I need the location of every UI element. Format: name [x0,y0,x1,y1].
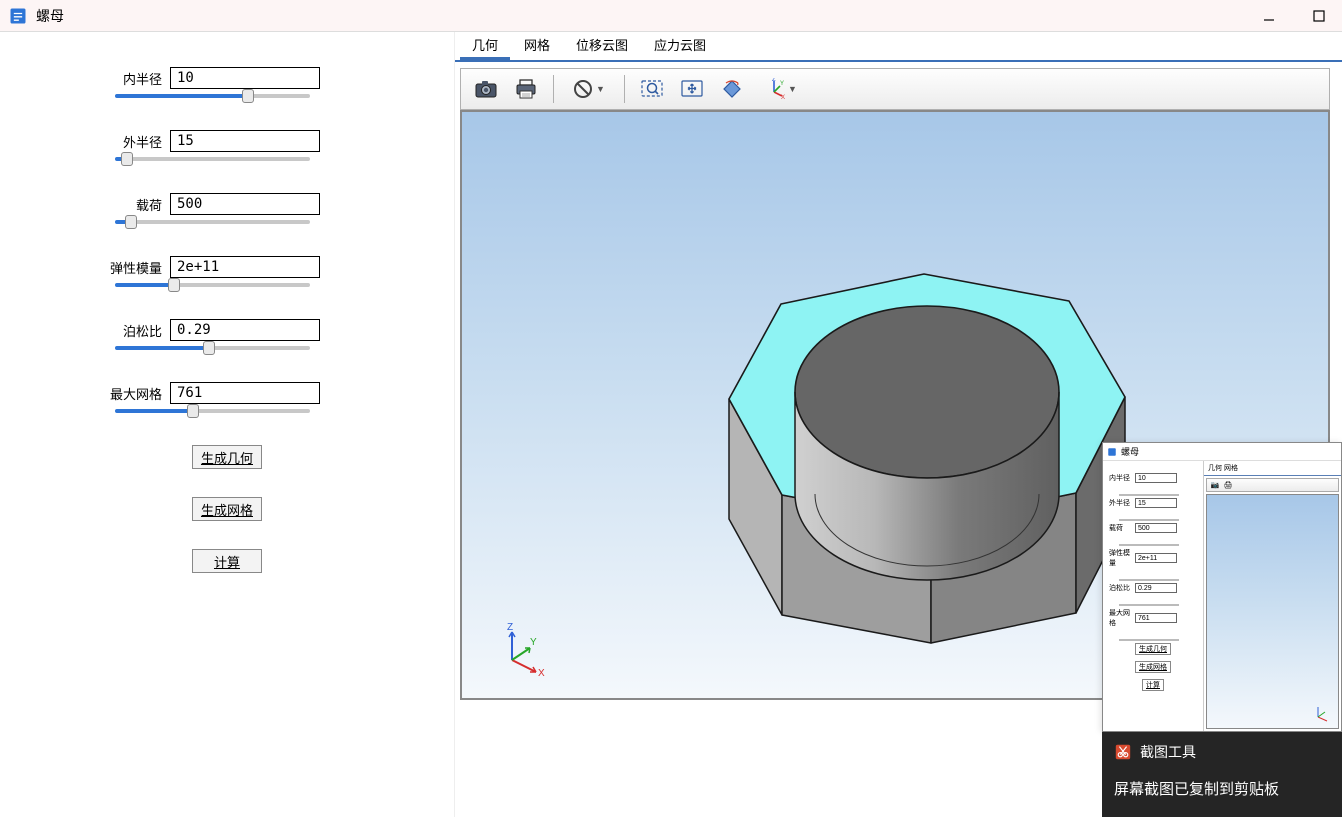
preview-param-label: 载荷 [1109,523,1135,533]
app-icon [8,6,28,26]
tab-2[interactable]: 位移云图 [564,31,640,60]
printer-icon[interactable] [509,74,543,104]
param-input-1[interactable] [170,130,320,152]
slider-thumb[interactable] [121,152,133,166]
preview-tabs: 几何 网格 [1204,461,1341,476]
dropdown-arrow-icon: ▼ [788,84,797,94]
param-input-2[interactable] [170,193,320,215]
view-tabs: 几何网格位移云图应力云图 [455,36,1342,62]
toast-body: 屏幕截图已复制到剪贴板 [1114,778,1330,799]
preview-window: 螺母 内半径外半径载荷弹性模量泊松比最大网格 生成几何 生成网格 计算 几何 网… [1102,442,1342,732]
compute-button[interactable]: 计算 [192,549,262,573]
viewport-toolbar: ▼ Z X Y ▼ [460,68,1330,110]
slider-thumb[interactable] [125,215,137,229]
slider-thumb[interactable] [242,89,254,103]
param-row: 载荷 [110,193,344,224]
param-slider[interactable] [115,346,310,350]
preview-title: 螺母 [1121,445,1139,458]
param-input-4[interactable] [170,319,320,341]
notification-toast: 截图工具 屏幕截图已复制到剪贴板 [1102,732,1342,817]
axis-y-label: Y [530,637,537,648]
param-input-0[interactable] [170,67,320,89]
param-label: 外半径 [110,132,162,151]
preview-titlebar: 螺母 [1103,443,1341,461]
param-slider[interactable] [115,94,310,98]
generate-geometry-button[interactable]: 生成几何 [192,445,262,469]
param-label: 载荷 [110,195,162,214]
preview-param-label: 最大网格 [1109,608,1135,628]
tab-0[interactable]: 几何 [460,31,510,60]
preview-viewport [1206,494,1339,729]
printer-icon: 🖨 [1223,480,1233,490]
axis-tripod-icon: Z X Y [492,620,552,680]
preview-param-label: 内半径 [1109,473,1135,483]
tab-3[interactable]: 应力云图 [642,31,718,60]
svg-text:Y: Y [780,81,784,87]
preview-compute-button: 计算 [1142,679,1164,691]
param-row: 外半径 [110,130,344,161]
snipping-tool-icon [1114,743,1132,761]
parameter-panel: 内半径 外半径 载荷 弹性模量 泊松比 [0,32,455,817]
param-row: 最大网格 [110,382,344,413]
preview-slider [1119,519,1179,521]
axis-icon[interactable]: Z X Y ▼ [755,74,805,104]
param-label: 弹性模量 [110,258,162,277]
param-row: 弹性模量 [110,256,344,287]
preview-param-input [1135,473,1177,483]
preview-param-input [1135,498,1177,508]
preview-gen-mesh-button: 生成网格 [1135,661,1171,673]
preview-param-label: 泊松比 [1109,583,1135,593]
window-title: 螺母 [36,6,1254,26]
param-label: 泊松比 [110,321,162,340]
toolbar-separator [624,75,625,103]
rotate-icon[interactable] [715,74,749,104]
param-input-3[interactable] [170,256,320,278]
dropdown-arrow-icon: ▼ [596,84,605,94]
pan-icon[interactable] [675,74,709,104]
generate-mesh-button[interactable]: 生成网格 [192,497,262,521]
toolbar-separator [553,75,554,103]
slider-thumb[interactable] [203,341,215,355]
param-row: 泊松比 [110,319,344,350]
slider-thumb[interactable] [187,404,199,418]
preview-param-input [1135,583,1177,593]
preview-axis-icon [1310,702,1332,724]
preview-slider [1119,604,1179,606]
svg-text:X: X [781,95,785,100]
axis-z-label: Z [507,622,513,633]
preview-param-panel: 内半径外半径载荷弹性模量泊松比最大网格 生成几何 生成网格 计算 [1103,461,1203,731]
camera-icon[interactable] [469,74,503,104]
preview-param-input [1135,553,1177,563]
param-row: 内半径 [110,67,344,98]
maximize-button[interactable] [1304,6,1334,26]
preview-param-input [1135,613,1177,623]
preview-slider [1119,544,1179,546]
param-input-5[interactable] [170,382,320,404]
preview-param-label: 弹性模量 [1109,548,1135,568]
param-label: 最大网格 [110,384,162,403]
preview-slider [1119,579,1179,581]
tab-1[interactable]: 网格 [512,31,562,60]
no-entry-icon[interactable]: ▼ [564,74,614,104]
preview-slider [1119,639,1179,641]
param-slider[interactable] [115,409,310,413]
param-label: 内半径 [110,69,162,88]
preview-toolbar: 📷 🖨 [1206,478,1339,492]
toast-title: 截图工具 [1140,742,1196,762]
svg-text:Z: Z [772,78,776,83]
preview-slider [1119,494,1179,496]
param-slider[interactable] [115,283,310,287]
zoom-area-icon[interactable] [635,74,669,104]
camera-icon: 📷 [1210,480,1220,490]
preview-param-input [1135,523,1177,533]
title-bar: 螺母 [0,0,1342,32]
axis-x-label: X [538,668,545,679]
param-slider[interactable] [115,157,310,161]
preview-param-label: 外半径 [1109,498,1135,508]
preview-app-icon [1107,447,1117,457]
preview-gen-geometry-button: 生成几何 [1135,643,1171,655]
minimize-button[interactable] [1254,6,1284,26]
slider-thumb[interactable] [168,278,180,292]
param-slider[interactable] [115,220,310,224]
